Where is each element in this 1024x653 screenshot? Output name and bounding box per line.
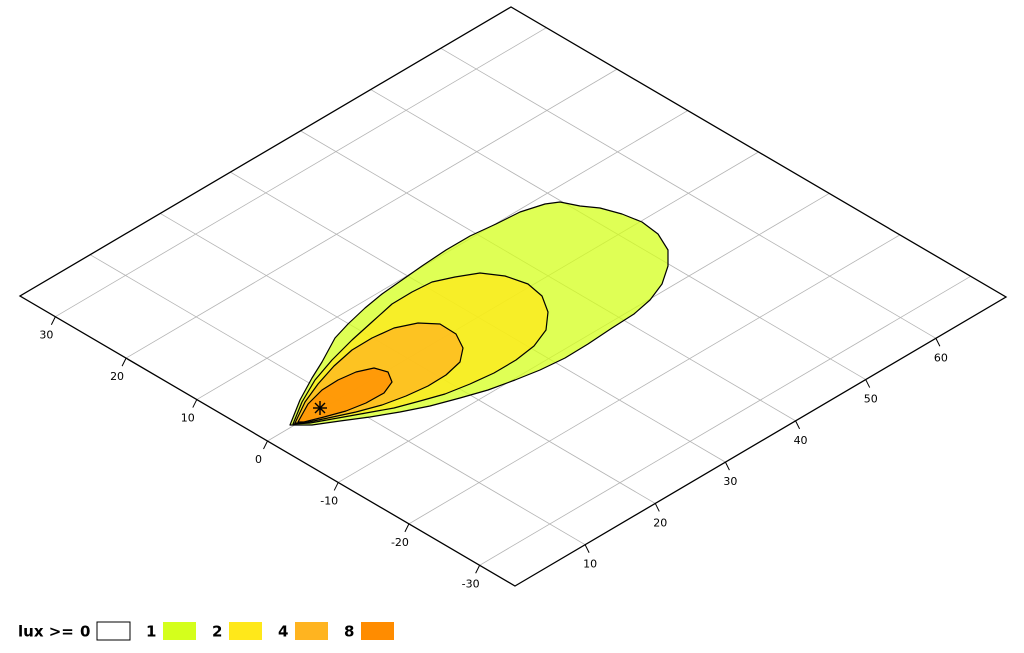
plane-border <box>18 6 1008 587</box>
light-source <box>313 401 327 415</box>
y-tick-label: 0 <box>255 453 262 466</box>
x-tick <box>724 461 730 471</box>
grid-line <box>55 27 547 318</box>
y-tick-label: 20 <box>110 370 124 383</box>
y-tick <box>192 399 198 408</box>
legend-label: 0 <box>80 623 90 641</box>
x-tick <box>935 338 941 347</box>
legend-swatch <box>229 622 262 640</box>
legend-title: lux >= <box>18 623 74 641</box>
grid-line <box>408 234 901 525</box>
y-tick <box>121 357 127 367</box>
axes: 10 20 30 40 50 60 30 20 10 0 -10 -20 -30 <box>18 6 1008 590</box>
y-tick <box>50 316 56 325</box>
legend-label: 2 <box>212 623 222 641</box>
legend-swatch <box>96 621 131 641</box>
y-tick <box>475 565 481 574</box>
legend-label: 4 <box>278 623 288 641</box>
x-tick-label: 20 <box>653 516 667 529</box>
legend-swatch <box>361 622 394 640</box>
y-tick-label: -30 <box>462 577 480 590</box>
y-tick-label: 10 <box>181 412 195 425</box>
y-tick-label: -10 <box>320 494 338 507</box>
x-tick-label: 50 <box>864 393 878 406</box>
y-tick <box>404 523 410 533</box>
x-tick <box>654 503 660 512</box>
legend-label: 8 <box>344 623 354 641</box>
x-tick-label: 10 <box>583 558 597 571</box>
legend-label: 1 <box>146 623 156 641</box>
y-tick-label: 30 <box>39 329 53 342</box>
contours <box>289 201 669 426</box>
x-tick-label: 30 <box>723 475 737 488</box>
legend-swatch <box>295 622 328 640</box>
y-tick <box>263 440 268 450</box>
x-tick <box>865 379 871 388</box>
x-tick <box>584 544 590 553</box>
legend-swatch <box>163 622 196 640</box>
grid-line <box>479 275 971 566</box>
y-tick <box>333 482 339 491</box>
legend: lux >= 0 1 2 4 8 <box>18 621 394 641</box>
x-tick-label: 60 <box>934 351 948 364</box>
y-tick-label: -20 <box>391 536 409 549</box>
x-tick <box>795 420 801 430</box>
x-tick-label: 40 <box>794 434 808 447</box>
grid-line <box>125 68 618 359</box>
